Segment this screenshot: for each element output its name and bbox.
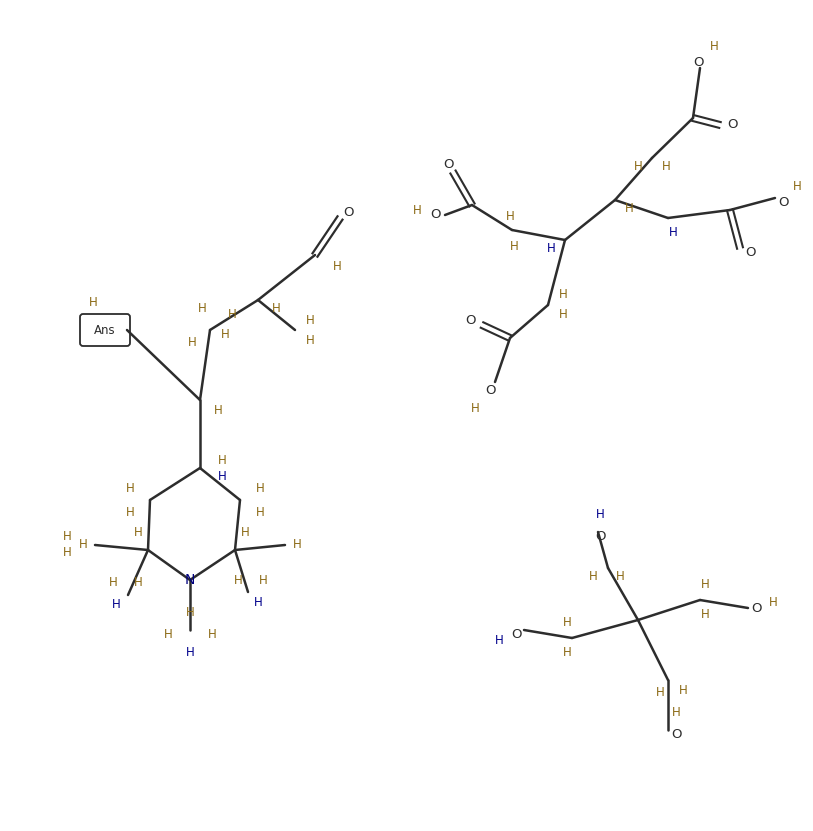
Text: H: H xyxy=(218,470,226,483)
Text: Ans: Ans xyxy=(94,323,115,337)
Text: H: H xyxy=(589,569,598,583)
Text: H: H xyxy=(768,597,777,609)
Text: H: H xyxy=(79,538,87,552)
Text: O: O xyxy=(750,602,761,614)
Text: H: H xyxy=(701,608,710,622)
Text: H: H xyxy=(563,647,572,660)
Text: H: H xyxy=(185,606,194,618)
Text: H: H xyxy=(306,313,315,327)
Text: O: O xyxy=(727,119,737,131)
Text: H: H xyxy=(133,525,142,538)
Text: O: O xyxy=(443,158,454,170)
Text: H: H xyxy=(471,401,480,415)
Text: H: H xyxy=(633,160,642,173)
Text: H: H xyxy=(133,577,142,589)
Text: H: H xyxy=(89,296,98,308)
Text: H: H xyxy=(207,628,216,642)
Text: O: O xyxy=(485,383,495,396)
Text: H: H xyxy=(615,569,624,583)
Text: H: H xyxy=(163,628,172,642)
Text: H: H xyxy=(546,242,555,254)
Text: O: O xyxy=(745,247,755,259)
Text: H: H xyxy=(254,596,263,608)
Text: H: H xyxy=(413,204,421,217)
Text: H: H xyxy=(111,598,120,612)
Text: O: O xyxy=(595,530,605,543)
Text: H: H xyxy=(109,577,117,589)
Text: O: O xyxy=(671,729,681,741)
Text: H: H xyxy=(228,308,237,322)
Text: H: H xyxy=(63,547,72,559)
Text: H: H xyxy=(333,260,341,273)
Text: H: H xyxy=(510,239,519,253)
Text: H: H xyxy=(63,530,72,543)
Text: O: O xyxy=(430,209,441,222)
Text: H: H xyxy=(624,201,633,214)
Text: H: H xyxy=(255,505,264,519)
Text: H: H xyxy=(126,481,134,494)
Text: O: O xyxy=(511,628,521,642)
Text: H: H xyxy=(559,308,567,322)
Text: H: H xyxy=(662,160,671,173)
Text: O: O xyxy=(693,57,703,70)
Text: H: H xyxy=(188,336,197,348)
Text: H: H xyxy=(185,646,194,658)
Text: H: H xyxy=(668,225,677,238)
Text: O: O xyxy=(343,206,354,219)
Text: H: H xyxy=(679,684,687,696)
Text: H: H xyxy=(710,40,719,52)
Text: H: H xyxy=(233,573,242,587)
Text: H: H xyxy=(563,617,572,630)
Text: H: H xyxy=(494,633,503,647)
Text: H: H xyxy=(793,179,802,193)
Text: H: H xyxy=(306,333,315,347)
Text: H: H xyxy=(220,328,229,342)
Text: H: H xyxy=(259,573,267,587)
Text: H: H xyxy=(701,578,710,592)
Text: H: H xyxy=(218,454,226,466)
Text: H: H xyxy=(655,686,664,699)
Text: O: O xyxy=(465,313,476,327)
Text: O: O xyxy=(778,196,789,209)
Text: H: H xyxy=(293,538,302,552)
Text: H: H xyxy=(596,508,604,520)
Text: H: H xyxy=(126,505,134,519)
Text: H: H xyxy=(272,302,280,314)
Text: H: H xyxy=(559,288,567,302)
FancyBboxPatch shape xyxy=(80,314,130,346)
Text: H: H xyxy=(214,404,223,416)
Text: H: H xyxy=(672,706,680,719)
Text: H: H xyxy=(506,209,515,223)
Text: N: N xyxy=(185,573,195,587)
Text: H: H xyxy=(198,302,207,314)
Text: H: H xyxy=(241,525,250,538)
Text: H: H xyxy=(255,481,264,494)
